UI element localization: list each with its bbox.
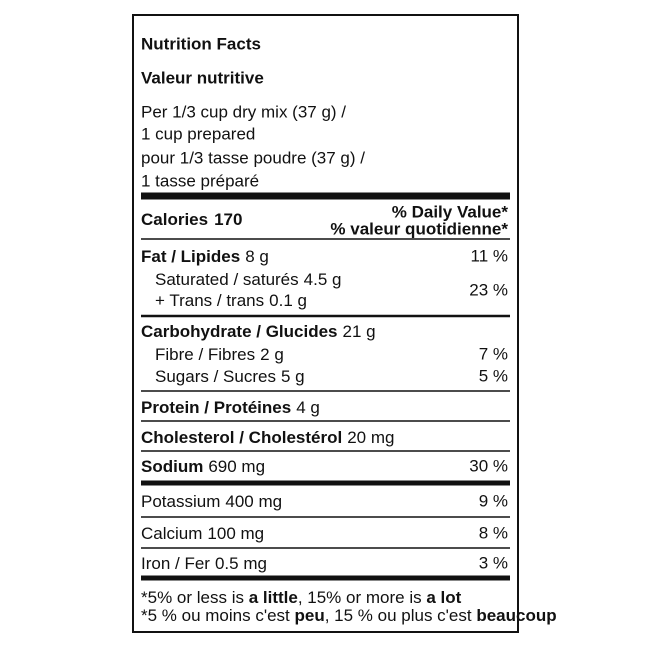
footnote-part: a little (249, 588, 298, 607)
nutrient-name: Cholesterol / Cholestérol (141, 428, 342, 447)
nutrient-row: + Trans / trans 0.1 g (155, 291, 307, 310)
serving-line: Per 1/3 cup dry mix (37 g) / (141, 103, 346, 122)
daily-value: 7 % (479, 345, 508, 364)
calories-value: 170 (214, 210, 242, 229)
nutrient-name: Saturated / saturés (155, 270, 299, 289)
dv-header: % Daily Value* (392, 203, 509, 222)
dv-header: % valeur quotidienne* (330, 220, 508, 239)
serving-line: 1 tasse préparé (141, 172, 259, 191)
nutrient-name: Iron / Fer (141, 554, 210, 573)
footnote: *5 % ou moins c'est peu, 15 % ou plus c'… (141, 606, 557, 625)
footnote-part: , 15% or more is (298, 588, 427, 607)
daily-value: 30 % (469, 457, 508, 476)
daily-value: 11 % (471, 247, 509, 266)
nutrient-row: Fat / Lipides 8 g (141, 247, 269, 266)
label-border (132, 14, 519, 633)
footnote-part: *5% or less is (141, 588, 249, 607)
nutrient-amount: 4 g (296, 398, 320, 417)
nutrient-row: Sugars / Sucres 5 g (155, 367, 305, 386)
daily-value: 8 % (479, 524, 508, 543)
nutrient-name: + Trans / trans (155, 291, 264, 310)
nutrient-amount: 690 mg (208, 457, 265, 476)
nutrient-amount: 400 mg (225, 492, 282, 511)
nutrient-amount: 20 mg (347, 428, 394, 447)
nutrient-row: Sodium 690 mg (141, 457, 265, 476)
nutrient-row: Fibre / Fibres 2 g (155, 345, 284, 364)
nutrient-amount: 5 g (281, 367, 305, 386)
footnote-part: peu (294, 606, 324, 625)
serving-line: pour 1/3 tasse poudre (37 g) / (141, 149, 365, 168)
nutrient-row: Saturated / saturés 4.5 g (155, 270, 341, 289)
nutrient-name: Sugars / Sucres (155, 367, 276, 386)
nutrient-row: Calcium 100 mg (141, 524, 264, 543)
nutrient-name: Sodium (141, 457, 203, 476)
nutrient-row: Potassium 400 mg (141, 492, 282, 511)
footnote-part: , 15 % ou plus c'est (325, 606, 477, 625)
daily-value: 3 % (479, 554, 508, 573)
nutrient-name: Carbohydrate / Glucides (141, 322, 338, 341)
calories: Calories 170 (141, 210, 242, 229)
footnote-part: *5 % ou moins c'est (141, 606, 294, 625)
title: Nutrition Facts (141, 35, 261, 54)
footnote: *5% or less is a little, 15% or more is … (141, 588, 462, 607)
nutrient-row: Iron / Fer 0.5 mg (141, 554, 267, 573)
nutrient-name: Protein / Protéines (141, 398, 291, 417)
nutrient-amount: 0.5 mg (215, 554, 267, 573)
nutrient-row: Cholesterol / Cholestérol 20 mg (141, 428, 394, 447)
nutrient-amount: 0.1 g (269, 291, 307, 310)
footnote-part: a lot (426, 588, 461, 607)
nutrient-name: Fat / Lipides (141, 247, 240, 266)
nutrient-name: Fibre / Fibres (155, 345, 255, 364)
footnote-part: beaucoup (476, 606, 556, 625)
nutrient-name: Potassium (141, 492, 220, 511)
nutrient-name: Calcium (141, 524, 202, 543)
nutrient-row: Carbohydrate / Glucides 21 g (141, 322, 376, 341)
calories-label: Calories (141, 210, 208, 229)
nutrient-row: Protein / Protéines 4 g (141, 398, 320, 417)
nutrient-amount: 4.5 g (304, 270, 342, 289)
daily-value: 23 % (469, 281, 508, 300)
daily-value: 5 % (479, 367, 508, 386)
nutrient-amount: 8 g (245, 247, 269, 266)
nutrient-amount: 100 mg (207, 524, 264, 543)
serving-line: 1 cup prepared (141, 125, 255, 144)
nutrient-amount: 2 g (260, 345, 284, 364)
nutrient-amount: 21 g (343, 322, 376, 341)
title-fr: Valeur nutritive (141, 69, 264, 88)
daily-value: 9 % (479, 492, 508, 511)
